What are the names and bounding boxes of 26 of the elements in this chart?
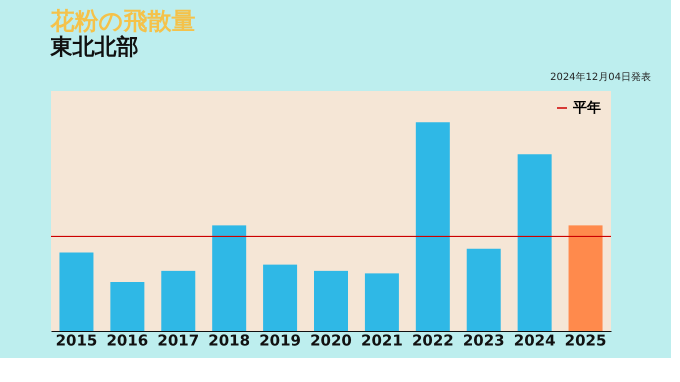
x-tick-label: 2019 xyxy=(259,332,301,350)
bar xyxy=(568,225,603,331)
bar xyxy=(263,264,298,331)
bar xyxy=(161,270,196,331)
x-tick-label: 2016 xyxy=(106,332,148,350)
bar xyxy=(314,270,348,331)
bar xyxy=(364,273,399,331)
x-tick-label: 2017 xyxy=(157,332,200,350)
bar xyxy=(212,225,246,331)
bar xyxy=(466,248,501,331)
bar xyxy=(110,282,144,331)
bar xyxy=(518,154,552,331)
chart-subtitle: 東北北部 xyxy=(49,34,138,60)
bar xyxy=(416,122,450,331)
x-tick-label: 2015 xyxy=(56,332,98,350)
x-tick-label: 2020 xyxy=(310,332,352,350)
x-tick-label: 2021 xyxy=(361,332,403,350)
x-tick-label: 2022 xyxy=(412,332,454,350)
text: 2024年12月04日発表 xyxy=(550,71,651,83)
x-tick-label: 2024 xyxy=(514,332,556,350)
legend-label: 平年 xyxy=(572,100,601,116)
x-tick-label: 2018 xyxy=(208,332,250,350)
x-tick-label: 2023 xyxy=(462,332,505,350)
bar xyxy=(59,252,94,331)
chart-title: 花粉の飛散量 xyxy=(49,7,196,35)
x-tick-label: 2025 xyxy=(564,332,606,350)
